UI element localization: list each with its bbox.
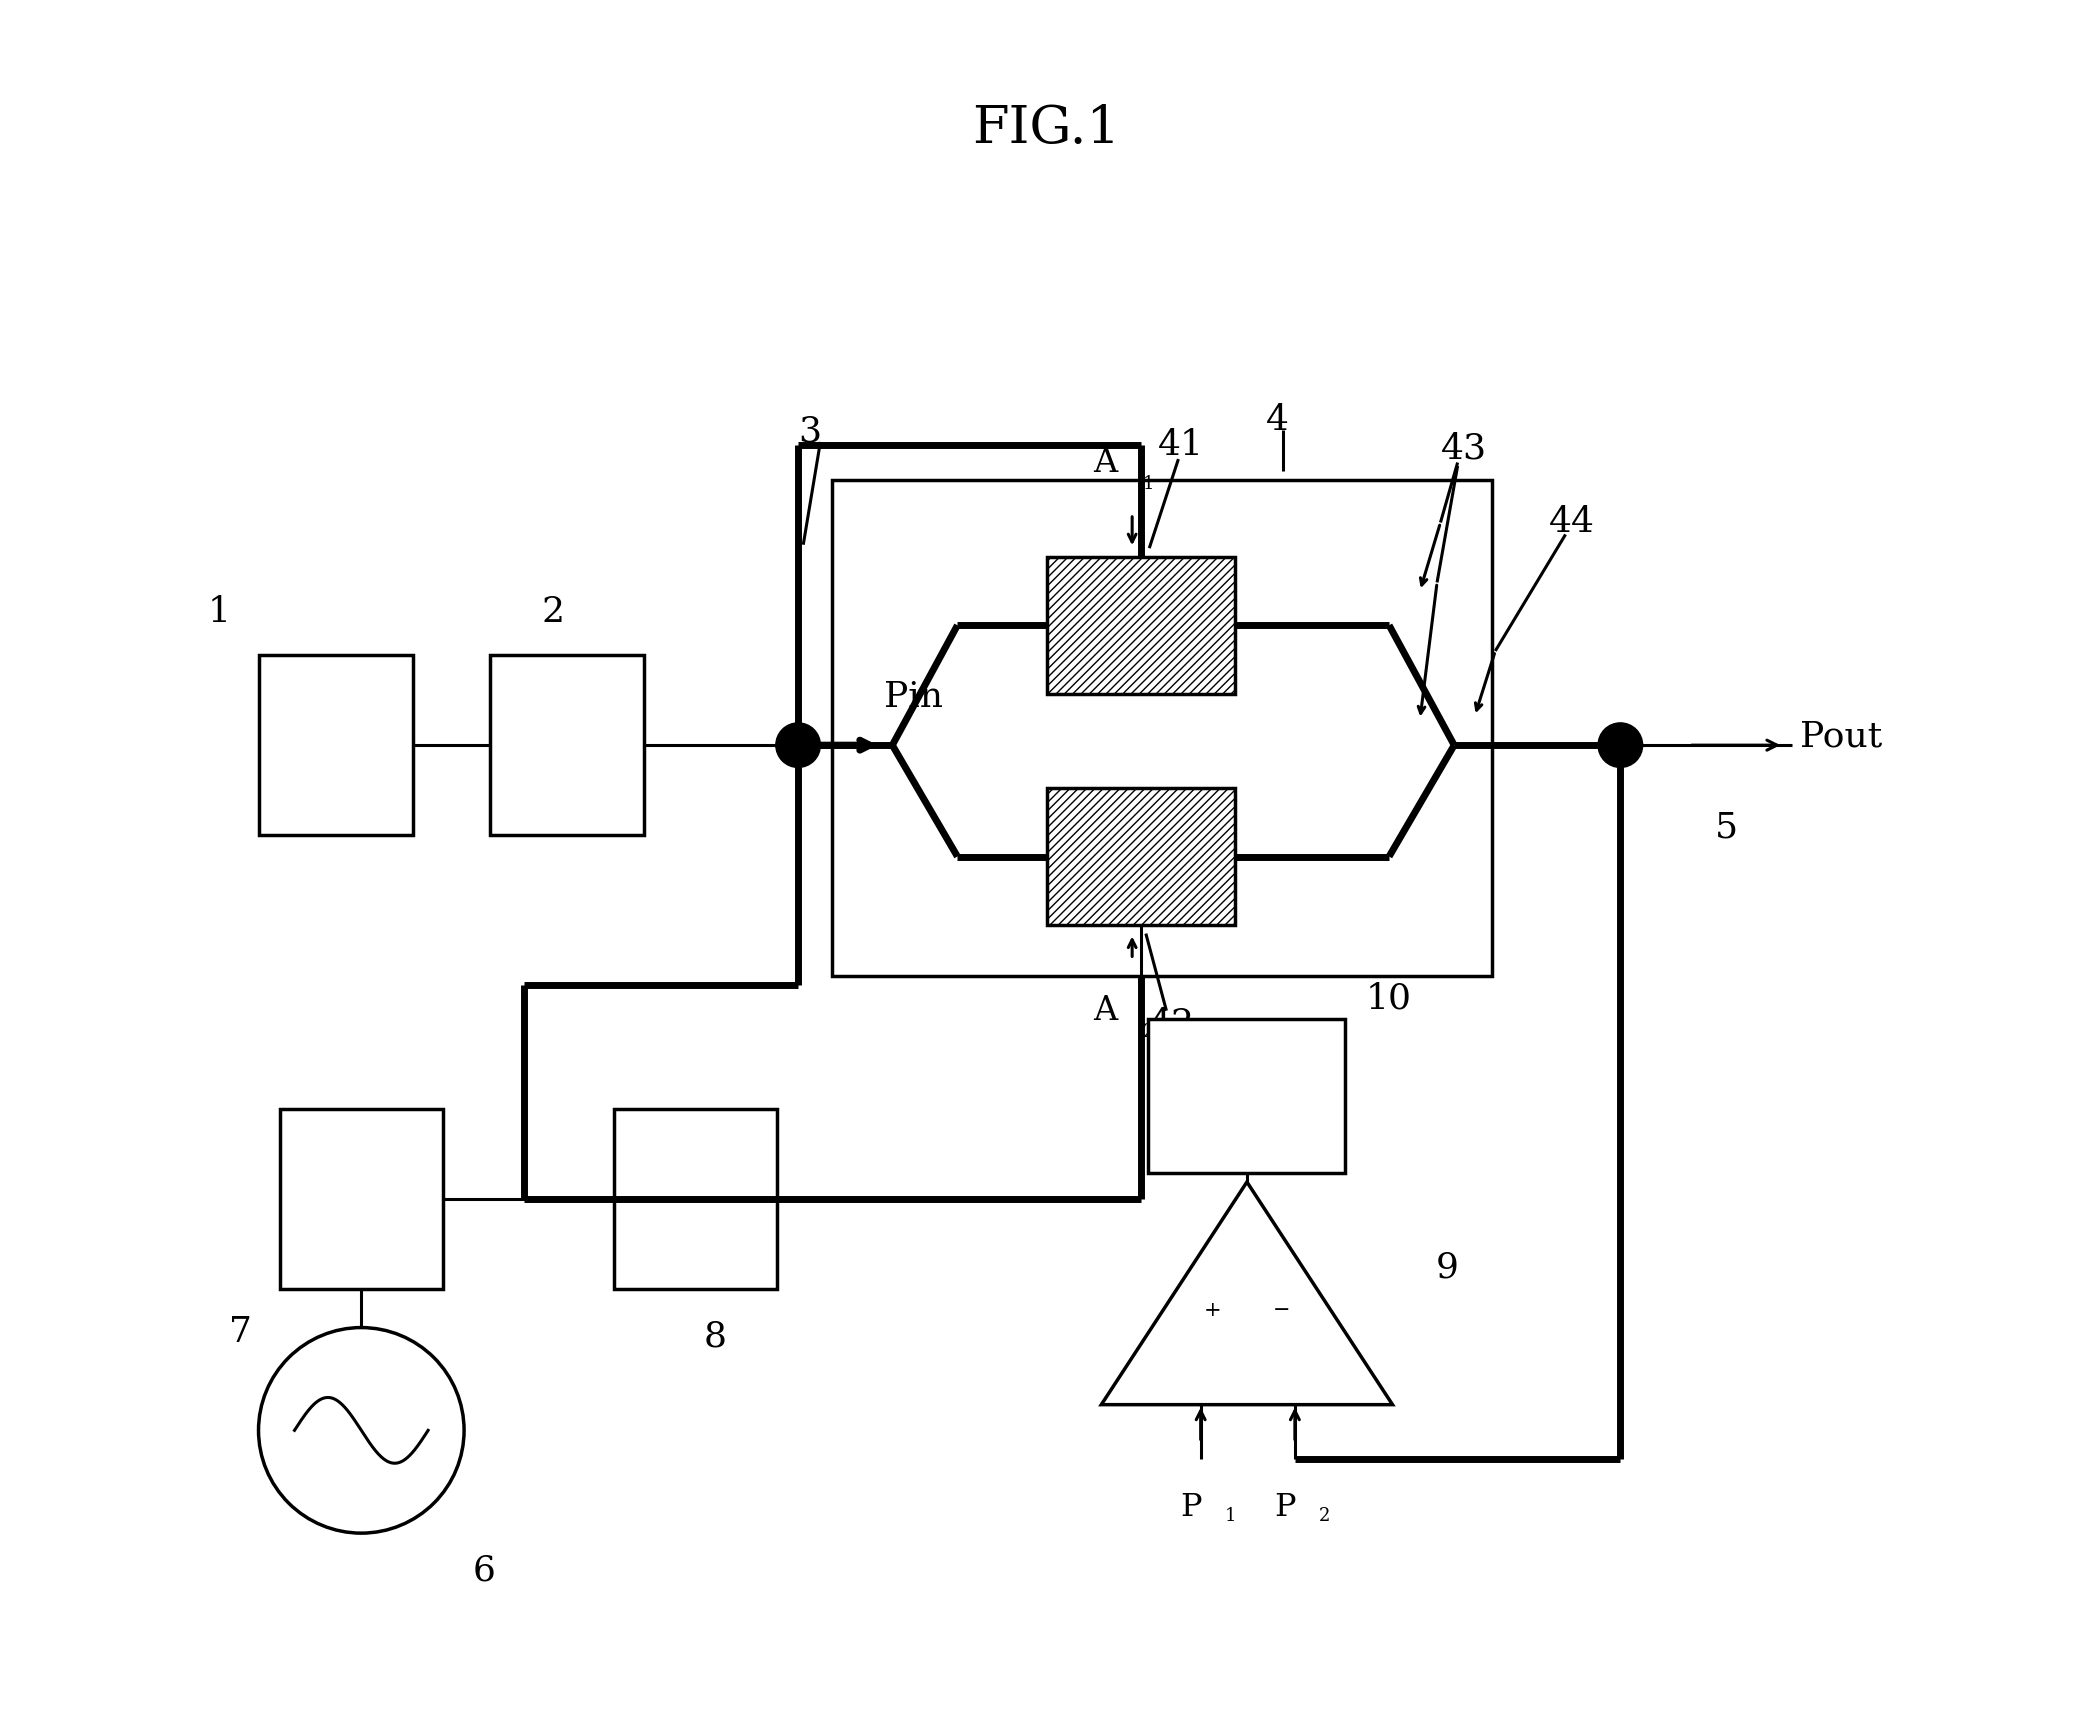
Text: 3: 3 [797, 415, 820, 449]
Circle shape [260, 1328, 465, 1533]
Circle shape [1599, 723, 1643, 767]
Text: A: A [1093, 995, 1118, 1026]
Text: −: − [1273, 1300, 1289, 1321]
Text: 7: 7 [228, 1316, 251, 1348]
Bar [490, 656, 645, 836]
Text: Pin: Pin [883, 680, 942, 714]
Text: 44: 44 [1549, 505, 1595, 540]
Bar [1046, 557, 1235, 694]
Bar [1046, 788, 1235, 925]
Circle shape [777, 723, 820, 767]
Text: 2: 2 [1143, 1023, 1153, 1042]
Text: 9: 9 [1436, 1250, 1459, 1285]
Bar [280, 1110, 442, 1288]
Text: A: A [1093, 447, 1118, 478]
Text: FIG.1: FIG.1 [973, 103, 1120, 154]
Polygon shape [1101, 1182, 1392, 1405]
Text: 10: 10 [1367, 982, 1413, 1016]
Bar [833, 480, 1492, 976]
Text: P: P [1180, 1492, 1201, 1523]
Text: 6: 6 [473, 1554, 496, 1588]
Text: 8: 8 [703, 1321, 726, 1353]
Text: 5: 5 [1714, 810, 1737, 845]
Text: 1: 1 [207, 596, 230, 629]
Bar [260, 656, 412, 836]
Text: 43: 43 [1440, 432, 1486, 466]
Text: 1: 1 [1224, 1507, 1237, 1525]
Text: Pout: Pout [1800, 719, 1882, 754]
Text: 41: 41 [1157, 428, 1203, 463]
Text: 42: 42 [1149, 1007, 1195, 1042]
Text: +: + [1203, 1300, 1222, 1321]
Text: P: P [1275, 1492, 1296, 1523]
Text: 2: 2 [542, 596, 565, 629]
Text: 1: 1 [1143, 475, 1153, 493]
Text: 4: 4 [1266, 403, 1289, 437]
Bar [1149, 1019, 1346, 1173]
Bar [613, 1110, 777, 1288]
Text: 2: 2 [1319, 1507, 1331, 1525]
